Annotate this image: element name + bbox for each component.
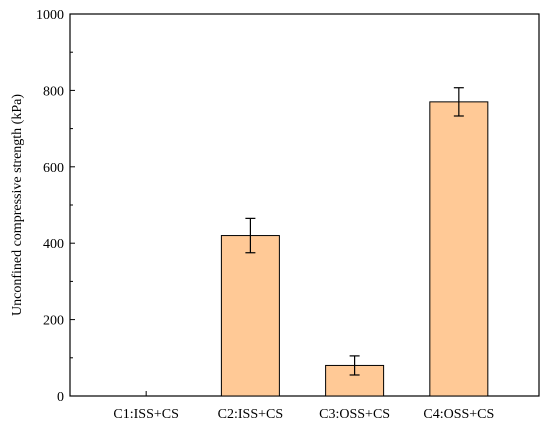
y-tick-label: 800 bbox=[43, 84, 64, 99]
y-tick-label: 1000 bbox=[36, 8, 64, 23]
y-axis-label: Unconfined compressive strength (kPa) bbox=[10, 94, 25, 316]
x-axis-ticks: C1:ISS+CS C2:ISS+CS C3:OSS+CS C4:OSS+CS bbox=[113, 391, 494, 422]
bar bbox=[429, 101, 489, 397]
x-tick-label: C3:OSS+CS bbox=[319, 407, 390, 422]
y-axis-ticks: 0 200 400 600 800 1000 bbox=[36, 8, 75, 405]
x-tick-label: C2:ISS+CS bbox=[218, 407, 283, 422]
error-bars bbox=[245, 87, 464, 376]
x-tick-label: C1:ISS+CS bbox=[113, 407, 178, 422]
bar-series bbox=[220, 101, 489, 397]
bar bbox=[220, 235, 280, 397]
y-tick-label: 0 bbox=[57, 390, 64, 405]
y-tick-label: 200 bbox=[43, 314, 64, 329]
y-tick-label: 400 bbox=[43, 237, 64, 252]
x-tick-label: C4:OSS+CS bbox=[423, 407, 494, 422]
y-tick-label: 600 bbox=[43, 161, 64, 176]
